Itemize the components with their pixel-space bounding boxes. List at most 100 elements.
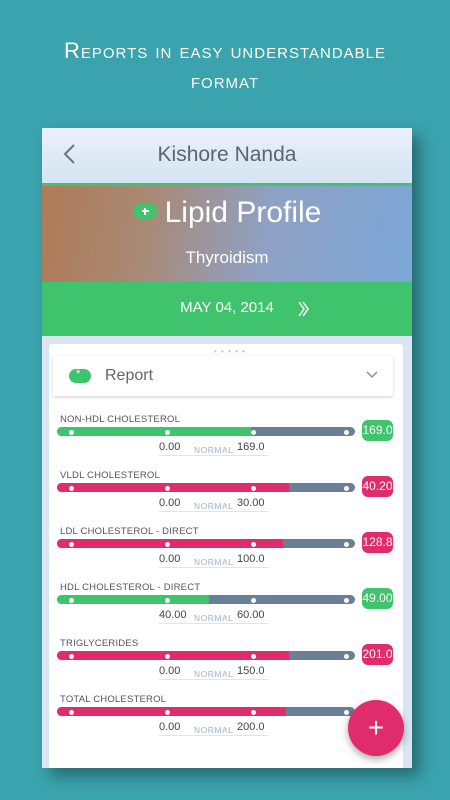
level-bar-fill (57, 539, 284, 548)
test-name: TOTAL CHOLESTEROL (60, 694, 167, 705)
range-low: 0.00 (159, 553, 181, 565)
phone-screen: Kishore Nanda Lipid Profile Thyroidism M… (42, 128, 412, 768)
report-title-text: Lipid Profile (164, 196, 322, 229)
bar-marker-dot (164, 486, 170, 491)
chevron-down-icon[interactable] (365, 370, 379, 380)
test-name: HDL CHOLESTEROL - DIRECT (60, 582, 201, 593)
test-name: NON-HDL CHOLESTEROL (60, 414, 181, 425)
test-name: TRIGLYCERIDES (60, 638, 139, 649)
test-value-badge: 40.20 (362, 476, 393, 497)
drag-handle[interactable]: • • • • • (214, 347, 246, 356)
bar-marker-dot (251, 710, 257, 715)
bar-marker-dot (164, 430, 170, 435)
bar-marker-dot (69, 710, 75, 715)
bar-marker-dot (343, 486, 349, 491)
bar-marker-dot (251, 486, 257, 491)
test-row[interactable]: NON-HDL CHOLESTEROL 169.0 0.00 NORMAL 169.0 (49, 414, 403, 470)
range-high: 169.0 (237, 441, 265, 453)
report-subtitle: Thyroidism (185, 248, 269, 267)
bar-marker-dot (164, 542, 170, 547)
range-normal-label: NORMAL (194, 557, 234, 567)
level-bar-fill (57, 651, 290, 660)
level-bar-fill (57, 595, 209, 604)
test-value-badge: 49.00 (362, 588, 393, 609)
patient-name-title: Kishore Nanda (157, 143, 297, 166)
promo-heading: Reports in easy understandable format (0, 36, 450, 96)
bar-marker-dot (69, 654, 75, 659)
report-dropdown-label: Report (105, 367, 154, 384)
range-high: 150.0 (237, 665, 265, 677)
range-low: 0.00 (159, 497, 181, 509)
bar-marker-dot (69, 486, 75, 491)
test-name: LDL CHOLESTEROL - DIRECT (60, 526, 199, 537)
level-bar (57, 651, 355, 660)
bar-marker-dot (251, 598, 257, 603)
test-row[interactable]: TRIGLYCERIDES 201.0 0.00 NORMAL 150.0 (49, 638, 403, 694)
test-row[interactable]: TOTAL CHOLESTEROL 0.00 NORMAL 200.0 (49, 694, 403, 750)
range-normal-label: NORMAL (194, 613, 234, 623)
report-card: • • • • • Report NON-HDL CHOLESTEROL 169.… (49, 344, 403, 768)
range-high: 60.00 (237, 609, 265, 621)
range-normal-label: NORMAL (194, 501, 234, 511)
bar-marker-dot (164, 710, 170, 715)
test-value-badge: 169.0 (362, 420, 393, 441)
bar-marker-dot (251, 654, 257, 659)
range-high: 200.0 (237, 721, 265, 733)
level-bar (57, 539, 355, 548)
bar-marker-dot (343, 430, 349, 435)
plus-badge-icon (132, 203, 157, 220)
range-low: 0.00 (159, 721, 181, 733)
normal-range: 0.00 NORMAL 169.0 (159, 441, 269, 456)
add-fab-button[interactable]: + (348, 700, 404, 756)
bar-marker-dot (343, 710, 349, 715)
app-bar: Kishore Nanda (42, 128, 412, 186)
test-name: VLDL CHOLESTEROL (60, 470, 160, 481)
bar-marker-dot (69, 598, 75, 603)
level-bar-fill (57, 707, 287, 716)
bar-marker-dot (251, 430, 257, 435)
range-high: 100.0 (237, 553, 265, 565)
date-bar[interactable]: MAY 04, 2014 (42, 282, 412, 336)
promo-line-2: format (190, 68, 260, 93)
add-icon: + (367, 712, 385, 743)
promo-line-1: Reports in easy understandable (63, 38, 387, 63)
test-row[interactable]: LDL CHOLESTEROL - DIRECT 128.8 0.00 NORMAL 1… (49, 526, 403, 582)
level-bar (57, 595, 355, 604)
range-normal-label: NORMAL (194, 669, 234, 679)
test-row[interactable]: HDL CHOLESTEROL - DIRECT 49.00 40.00 NORMAL… (49, 582, 403, 638)
level-bar-fill (57, 427, 251, 436)
level-bar (57, 427, 355, 436)
level-bar (57, 483, 355, 492)
report-title: Lipid Profile (42, 196, 412, 230)
range-high: 30.00 (237, 497, 265, 509)
bar-marker-dot (69, 542, 75, 547)
range-low: 0.00 (159, 665, 181, 677)
range-low: 0.00 (159, 441, 181, 453)
bar-marker-dot (343, 542, 349, 547)
normal-range: 0.00 NORMAL 150.0 (159, 665, 269, 680)
bar-marker-dot (69, 430, 75, 435)
range-normal-label: NORMAL (194, 725, 234, 735)
level-bar-fill (57, 483, 290, 492)
report-dropdown[interactable]: Report (53, 356, 393, 396)
bar-marker-dot (251, 542, 257, 547)
report-date: MAY 04, 2014 (180, 299, 274, 316)
test-value-badge: 128.8 (362, 532, 393, 553)
level-bar (57, 707, 355, 716)
normal-range: 0.00 NORMAL 100.0 (159, 553, 269, 568)
range-low: 40.00 (159, 609, 187, 621)
bar-marker-dot (164, 654, 170, 659)
range-normal-label: NORMAL (194, 445, 234, 455)
test-value-badge: 201.0 (362, 644, 393, 665)
back-chevron-icon[interactable] (60, 142, 80, 166)
normal-range: 0.00 NORMAL 30.00 (159, 497, 269, 512)
test-row[interactable]: VLDL CHOLESTEROL 40.20 0.00 NORMAL 30.00 (49, 470, 403, 526)
bar-marker-dot (343, 654, 349, 659)
report-badge-icon (69, 368, 91, 383)
normal-range: 40.00 NORMAL 60.00 (159, 609, 269, 624)
bar-marker-dot (343, 598, 349, 603)
normal-range: 0.00 NORMAL 200.0 (159, 721, 269, 736)
report-hero: Lipid Profile Thyroidism (42, 186, 412, 282)
double-chevron-right-icon[interactable] (297, 299, 311, 319)
bar-marker-dot (164, 598, 170, 603)
